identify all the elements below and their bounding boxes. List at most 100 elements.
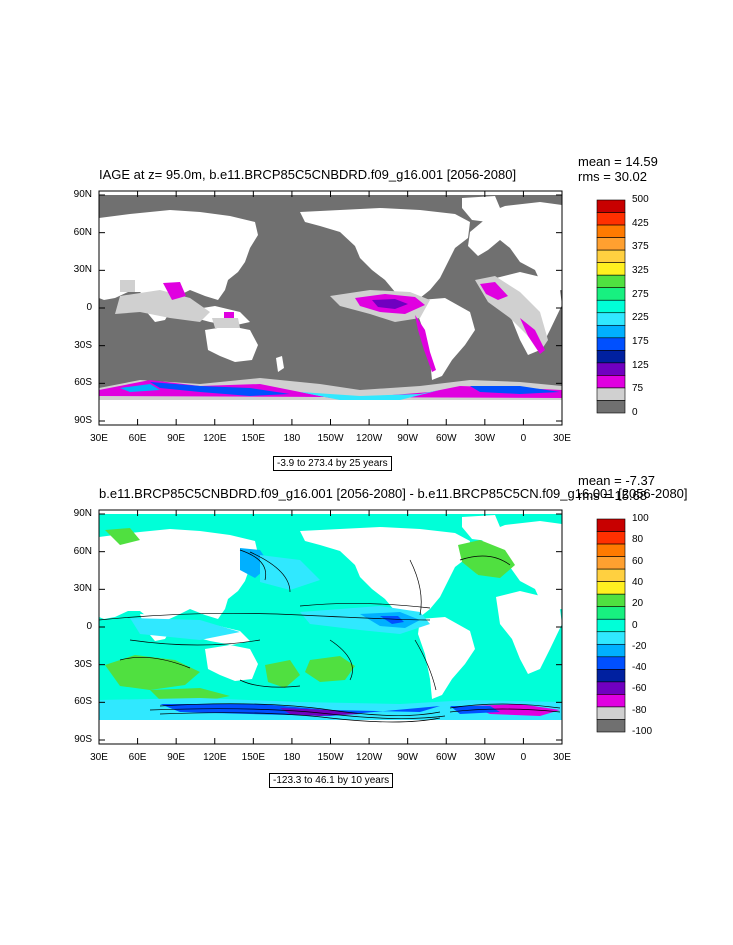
panel2-colorbar-label: 40 <box>632 576 644 588</box>
panel2-ytick-label: 90N <box>73 508 92 519</box>
panel1-xtick-label: 150E <box>241 433 265 444</box>
panel1-xtick-label: 60E <box>128 433 147 444</box>
panel2-xtick-label: 60W <box>435 752 457 763</box>
panel2-colorbar-label: -100 <box>632 726 653 737</box>
panel2-colorbar-box <box>596 656 626 670</box>
panel2-colorbar-label: -60 <box>632 683 647 695</box>
panel1-colorbar-label: 125 <box>632 359 649 371</box>
panel2-contours <box>99 549 561 723</box>
panel2-colorbar-label: 100 <box>632 513 649 524</box>
panel1-colorbar-box <box>596 262 626 276</box>
panel1-colorbar-label: 0 <box>632 407 638 418</box>
panel1-colorbar-box <box>596 324 626 339</box>
panel1-ytick-label: 30N <box>73 264 92 276</box>
panel2-ytick-label: 90S <box>74 734 92 745</box>
panel1-ytick-label: 60N <box>73 226 92 238</box>
panel1-title: IAGE at z= 95.0m, b.e11.BRCP85C5CNBDRD.f… <box>99 167 517 182</box>
panel1-colorbar-box <box>596 312 626 326</box>
panel1-colorbar-label: 275 <box>632 288 649 300</box>
panel2-mean: mean = -7.37 <box>578 473 655 488</box>
panel1-colorbar-box <box>596 249 626 263</box>
panel2-land-eurasia <box>99 529 258 621</box>
panel1-land-north-america <box>300 208 470 300</box>
panel1-xtick-label: 30W <box>474 433 496 444</box>
panel1-colorbar-box <box>596 350 626 364</box>
panel1-colorbar-box <box>596 299 626 314</box>
panel2-colorbar-box <box>596 643 626 658</box>
panel2-colorbar-label: 0 <box>632 619 638 631</box>
panel2-ytick-label: 0 <box>86 621 92 632</box>
panel1-land-eurasia <box>99 210 258 302</box>
panel1-colorbar-label: 225 <box>632 312 649 324</box>
panel2-ytick-label: 60S <box>74 696 92 708</box>
panel2-colorbar-box <box>596 568 626 582</box>
panel1-contour-range: -3.9 to 273.4 by 25 years <box>273 456 392 471</box>
panel1-xtick-label: 180 <box>283 433 301 444</box>
panel2-colorbar-box <box>596 518 626 532</box>
panel1-colorbar-label: 75 <box>632 383 644 395</box>
panel1-colorbar-label: 175 <box>632 336 649 347</box>
panel1-ytick-label: 90N <box>73 189 92 200</box>
panel2-colorbar-box <box>596 581 626 595</box>
panel2-colorbar-label: 20 <box>632 598 644 610</box>
panel2-colorbar-box <box>596 593 626 608</box>
panel2-colorbar-box <box>596 631 626 645</box>
panel2-rms: rms = 15.68 <box>578 488 648 503</box>
panel2-colorbar-box <box>596 556 626 570</box>
panel1-colorbar-box <box>596 400 626 414</box>
panel1-mean: mean = 14.59 <box>578 154 658 169</box>
panel1-colorbar-box <box>596 387 626 401</box>
panel2-xtick-label: 0 <box>520 752 527 763</box>
panel1-colorbar-label: 500 <box>632 194 649 205</box>
panel1-xtick-label: 30E <box>553 433 571 444</box>
panel2-colorbar-box <box>596 606 626 620</box>
panel2-xtick-label: 30E <box>553 752 571 763</box>
panel1-colorbar-box <box>596 287 626 301</box>
panel1-colorbar-box <box>596 224 626 238</box>
panel2-colorbar <box>596 518 626 733</box>
panel2-colorbar-box <box>596 618 626 633</box>
panel2-green-patches <box>105 655 200 690</box>
panel1-land-europe <box>468 202 562 292</box>
panel1-xtick-label: 0 <box>520 433 527 444</box>
panel2-xtick-label: 30W <box>474 752 496 763</box>
panel2-colorbar-box <box>596 706 626 720</box>
panel2-contour-range: -123.3 to 46.1 by 10 years <box>269 773 394 788</box>
panel1-map <box>99 191 562 425</box>
panel1-colorbar-label: 425 <box>632 217 649 229</box>
panel1-xtick-label: 120E <box>203 433 227 444</box>
panel2-xtick-label: 30E <box>90 752 108 763</box>
panel1-ytick-label: 0 <box>86 302 92 313</box>
panel1-ytick-label: 90S <box>74 415 92 426</box>
panel1-colorbar-box <box>596 274 626 289</box>
panel2-colorbar-label: 80 <box>632 534 644 546</box>
panel2-southern-ocean-band <box>99 698 562 720</box>
panel1-colorbar-label: 375 <box>632 241 649 253</box>
panel1-colorbar <box>596 199 626 414</box>
panel2-colorbar-label: -40 <box>632 662 647 674</box>
panel1-colorbar-box <box>596 237 626 251</box>
panel1-rms: rms = 30.02 <box>578 169 648 184</box>
panel1-colorbar-label: 325 <box>632 265 649 276</box>
panel1-xtick-label: 120W <box>356 433 383 444</box>
panel1-colorbar-box <box>596 337 626 351</box>
panel2-xtick-label: 150E <box>241 752 265 763</box>
panel2-colorbar-label: -80 <box>632 704 647 716</box>
panel2-xtick-label: 120E <box>203 752 227 763</box>
panel2-colorbar-box <box>596 543 626 557</box>
panel2-xtick-label: 120W <box>356 752 383 763</box>
panel1-xtick-label: 60W <box>435 433 457 444</box>
panel1-ytick-label: 30S <box>74 339 92 351</box>
panel2-xtick-label: 180 <box>283 752 301 763</box>
panel2-colorbar-label: -20 <box>632 640 647 652</box>
panel1-colorbar-box <box>596 199 626 213</box>
panel2-colorbar-label: 60 <box>632 555 644 567</box>
panel2-ytick-label: 60N <box>73 545 92 557</box>
panel1-ytick-label: 60S <box>74 377 92 389</box>
panel1-colorbar-box <box>596 362 626 376</box>
panel1-colorbar-box <box>596 375 626 389</box>
panel1-xtick-label: 150W <box>317 433 344 444</box>
panel1-xtick-label: 90E <box>167 433 186 444</box>
panel2-xtick-label: 90W <box>397 752 418 763</box>
